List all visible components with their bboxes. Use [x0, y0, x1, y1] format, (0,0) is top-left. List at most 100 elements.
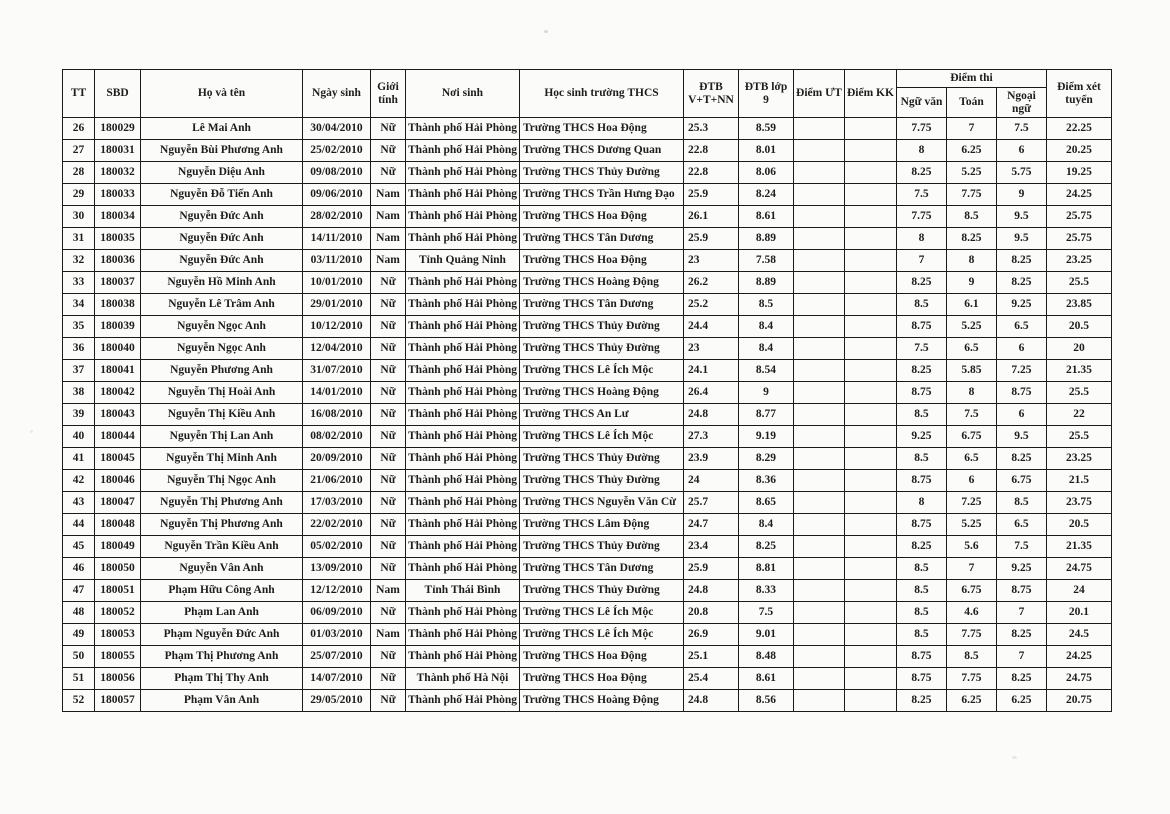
- cell-dtb-lop9: 8.36: [737, 469, 794, 492]
- cell-toan: 7.75: [945, 623, 997, 646]
- table-row: 39 180043 Nguyễn Thị Kiều Anh 16/08/2010 Nữ T…: [62, 403, 1112, 426]
- table-body: 26 180029 Lê Mai Anh 30/04/2010 Nữ Thành phố …: [62, 117, 1112, 712]
- cell-diem-kk: [843, 205, 897, 228]
- cell-sbd: 180047: [94, 491, 141, 514]
- cell-dtb-lop9: 8.54: [737, 359, 794, 382]
- table-row: 27 180031 Nguyễn Bùi Phương Anh 25/02/2010 N…: [62, 139, 1112, 162]
- cell-sbd: 180039: [94, 315, 141, 338]
- cell-diem-kk: [843, 447, 897, 470]
- cell-dtb-vtnn: 26.9: [682, 623, 739, 646]
- cell-toan: 6: [945, 469, 997, 492]
- cell-ngoai-ngu: 9.25: [995, 557, 1047, 580]
- cell-ngoai-ngu: 8.75: [995, 579, 1047, 602]
- cell-truong-thcs: Trường THCS Lâm Động: [518, 513, 684, 536]
- cell-ngu-van: 8.5: [895, 601, 947, 624]
- cell-ho-va-ten: Nguyễn Thị Kiều Anh: [140, 403, 303, 426]
- cell-noi-sinh: Tỉnh Thái Bình: [405, 579, 520, 602]
- cell-ngay-sinh: 25/02/2010: [302, 139, 371, 162]
- cell-ngoai-ngu: 5.75: [995, 161, 1047, 184]
- cell-ho-va-ten: Nguyễn Phương Anh: [140, 359, 303, 382]
- cell-sbd: 180053: [94, 623, 141, 646]
- cell-dtb-vtnn: 24.7: [682, 513, 739, 536]
- cell-dtb-lop9: 7.58: [737, 249, 794, 272]
- cell-diem-xet-tuyen: 20: [1045, 337, 1112, 360]
- cell-ngu-van: 8: [895, 139, 947, 162]
- cell-dtb-vtnn: 25.1: [682, 645, 739, 668]
- cell-toan: 7.25: [945, 491, 997, 514]
- cell-truong-thcs: Trường THCS Trần Hưng Đạo: [518, 183, 684, 206]
- cell-diem-ut: [792, 535, 845, 558]
- cell-diem-xet-tuyen: 20.25: [1045, 139, 1112, 162]
- cell-diem-ut: [792, 491, 845, 514]
- cell-noi-sinh: Thành phố Hải Phòng: [405, 601, 520, 624]
- cell-toan: 6.25: [945, 689, 997, 712]
- cell-ho-va-ten: Nguyễn Ngọc Anh: [140, 337, 303, 360]
- cell-ngu-van: 8.75: [895, 645, 947, 668]
- table-row: 44 180048 Nguyễn Thị Phương Anh 22/02/2010 N…: [62, 513, 1112, 536]
- table-row: 41 180045 Nguyễn Thị Minh Anh 20/09/2010 Nữ T…: [62, 447, 1112, 470]
- cell-gioi-tinh: Nữ: [370, 645, 406, 668]
- cell-noi-sinh: Thành phố Hải Phòng: [405, 469, 520, 492]
- cell-ngay-sinh: 21/06/2010: [302, 469, 371, 492]
- cell-truong-thcs: Trường THCS Hoa Động: [518, 249, 684, 272]
- cell-dtb-lop9: 8.4: [737, 315, 794, 338]
- cell-gioi-tinh: Nữ: [370, 403, 406, 426]
- cell-dtb-lop9: 8.33: [737, 579, 794, 602]
- cell-gioi-tinh: Nữ: [370, 469, 406, 492]
- cell-diem-ut: [792, 623, 845, 646]
- cell-toan: 6.75: [945, 425, 997, 448]
- scan-speck: [544, 30, 548, 33]
- table-row: 43 180047 Nguyễn Thị Phương Anh 17/03/2010 N…: [62, 491, 1112, 514]
- cell-truong-thcs: Trường THCS Lê Ích Mộc: [518, 359, 684, 382]
- cell-dtb-vtnn: 25.9: [682, 227, 739, 250]
- cell-toan: 5.6: [945, 535, 997, 558]
- cell-ngay-sinh: 20/09/2010: [302, 447, 371, 470]
- cell-gioi-tinh: Nam: [370, 623, 406, 646]
- cell-ngu-van: 7.75: [895, 117, 947, 140]
- cell-ngoai-ngu: 8.25: [995, 271, 1047, 294]
- cell-tt: 45: [62, 535, 95, 558]
- cell-toan: 5.85: [945, 359, 997, 382]
- header-tt: TT: [62, 69, 95, 118]
- cell-dtb-vtnn: 23.4: [682, 535, 739, 558]
- cell-ngu-van: 8.75: [895, 513, 947, 536]
- cell-truong-thcs: Trường THCS Tân Dương: [518, 557, 684, 580]
- cell-diem-kk: [843, 359, 897, 382]
- cell-diem-ut: [792, 513, 845, 536]
- cell-dtb-vtnn: 22.8: [682, 161, 739, 184]
- cell-diem-ut: [792, 315, 845, 338]
- cell-ho-va-ten: Nguyễn Lê Trâm Anh: [140, 293, 303, 316]
- table-row: 52 180057 Phạm Vân Anh 29/05/2010 Nữ Thành ph…: [62, 689, 1112, 712]
- cell-diem-xet-tuyen: 21.35: [1045, 359, 1112, 382]
- cell-dtb-lop9: 8.61: [737, 205, 794, 228]
- cell-tt: 26: [62, 117, 95, 140]
- cell-ngu-van: 8.75: [895, 315, 947, 338]
- cell-ho-va-ten: Nguyễn Đỗ Tiến Anh: [140, 183, 303, 206]
- table-row: 34 180038 Nguyễn Lê Trâm Anh 29/01/2010 Nữ Th…: [62, 293, 1112, 316]
- cell-ngu-van: 8.5: [895, 623, 947, 646]
- cell-truong-thcs: Trường THCS Lê Ích Mộc: [518, 601, 684, 624]
- cell-gioi-tinh: Nữ: [370, 447, 406, 470]
- cell-dtb-lop9: 8.61: [737, 667, 794, 690]
- cell-truong-thcs: Trường THCS Hoa Động: [518, 667, 684, 690]
- cell-truong-thcs: Trường THCS Tân Dương: [518, 227, 684, 250]
- table-row: 46 180050 Nguyễn Vân Anh 13/09/2010 Nữ Thành …: [62, 557, 1112, 580]
- cell-dtb-lop9: 9.19: [737, 425, 794, 448]
- cell-noi-sinh: Thành phố Hải Phòng: [405, 337, 520, 360]
- table-row: 51 180056 Phạm Thị Thy Anh 14/07/2010 Nữ Thàn…: [62, 667, 1112, 690]
- cell-diem-ut: [792, 183, 845, 206]
- cell-truong-thcs: Trường THCS Lê Ích Mộc: [518, 425, 684, 448]
- cell-truong-thcs: Trường THCS Thủy Đường: [518, 535, 684, 558]
- cell-ho-va-ten: Nguyễn Đức Anh: [140, 205, 303, 228]
- cell-gioi-tinh: Nữ: [370, 381, 406, 404]
- cell-diem-xet-tuyen: 25.75: [1045, 227, 1112, 250]
- cell-ho-va-ten: Nguyễn Thị Phương Anh: [140, 513, 303, 536]
- cell-dtb-vtnn: 25.7: [682, 491, 739, 514]
- cell-diem-kk: [843, 249, 897, 272]
- cell-sbd: 180050: [94, 557, 141, 580]
- cell-toan: 6.25: [945, 139, 997, 162]
- cell-noi-sinh: Thành phố Hải Phòng: [405, 535, 520, 558]
- cell-diem-ut: [792, 227, 845, 250]
- cell-ho-va-ten: Nguyễn Thị Lan Anh: [140, 425, 303, 448]
